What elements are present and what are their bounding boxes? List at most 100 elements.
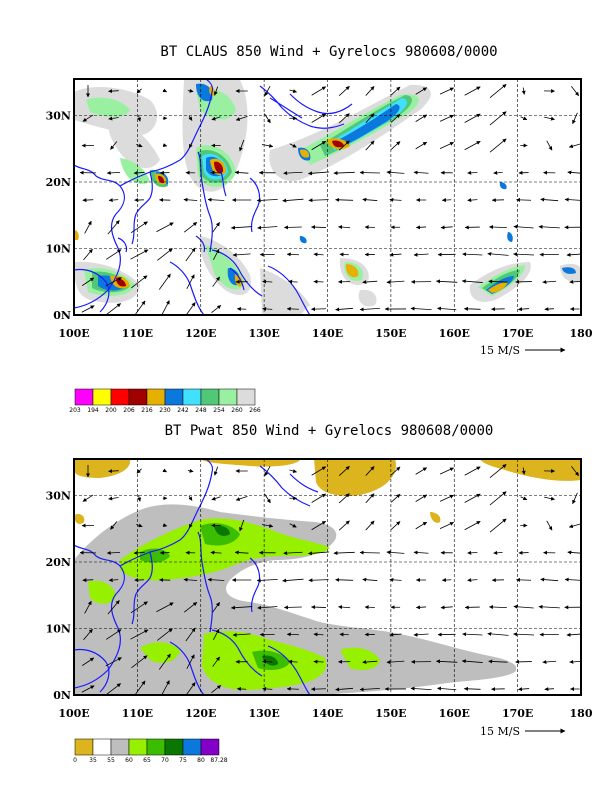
colorbar-label: 260 [231, 407, 243, 414]
wind-vector [516, 580, 531, 581]
wind-vector [465, 114, 481, 122]
wind-vector [338, 227, 350, 228]
wind-vector [465, 87, 481, 95]
wind-vector [360, 552, 380, 553]
wind-vector [339, 86, 349, 95]
wind-vector [189, 496, 192, 500]
wind-vector [440, 142, 454, 148]
wind-vector [215, 467, 218, 476]
wind-vector [82, 306, 94, 313]
wind-vector [440, 495, 454, 501]
wind-vector [468, 552, 478, 553]
wind-vector [289, 470, 296, 472]
wind-vector [366, 521, 374, 530]
wind-vector [287, 254, 299, 255]
x-tick-label: 130E [248, 327, 279, 340]
wind-vector [339, 521, 349, 530]
wind-vector [543, 281, 556, 282]
wind-vector [544, 117, 554, 119]
wind-vector [569, 144, 580, 147]
wind-vector [465, 521, 481, 529]
wind-vector [414, 552, 429, 553]
x-tick-label: 180 [570, 327, 593, 340]
wind-vector [334, 172, 355, 173]
wind-vector [465, 494, 481, 502]
wind-vector [489, 607, 507, 608]
bottom-panel-title: BT Pwat 850 Wind + Gyrelocs 980608/0000 [165, 423, 494, 439]
colorbar-label: 0 [73, 757, 77, 764]
wind-vector [465, 141, 481, 149]
colorbar-swatch [219, 389, 237, 405]
wind-vector [258, 226, 278, 228]
wind-vector [573, 493, 578, 504]
wind-vector [570, 661, 581, 662]
wind-vector [547, 141, 552, 150]
wind-vector [312, 494, 326, 503]
wind-vector [539, 607, 560, 608]
y-tick-label: 20N [46, 176, 71, 189]
colorbar-swatch [165, 739, 183, 755]
colorbar-swatch [93, 739, 111, 755]
wind-vector [363, 199, 378, 200]
wind-vector [83, 200, 93, 201]
wind-vector [235, 172, 248, 173]
wind-vector [237, 309, 246, 310]
wind-vector [338, 607, 350, 608]
wind-vector [390, 200, 402, 201]
colorbar-swatch [93, 389, 111, 405]
wind-vector [360, 172, 380, 173]
wind-vector [363, 579, 378, 580]
wind-vector [106, 250, 121, 260]
wind-vector [360, 308, 380, 309]
wind-vector [391, 521, 400, 529]
wind-vector [442, 580, 451, 581]
wind-vector [514, 606, 534, 608]
wind-vector [107, 304, 121, 315]
y-tick-label: 10N [46, 623, 71, 636]
wind-vector [541, 579, 558, 580]
wind-vector [311, 607, 326, 608]
colorbar-label: 203 [69, 407, 81, 414]
wind-vector [311, 227, 326, 228]
x-tick-label: 120E [185, 327, 216, 340]
wind-vector [188, 471, 193, 472]
wind-vector [309, 580, 329, 581]
wind-vector [257, 579, 278, 580]
x-tick-label: 120E [185, 707, 216, 720]
wind-vector [490, 519, 506, 532]
wind-vector [440, 468, 454, 474]
colorbar-swatch [111, 739, 129, 755]
x-tick-label: 170E [502, 707, 533, 720]
wind-vector [212, 497, 221, 500]
bottom-reference-vector: 15 M/S [480, 725, 565, 738]
wind-vector [569, 524, 580, 527]
wind-vector [518, 689, 529, 690]
colorbar-swatch [129, 389, 147, 405]
wind-vector [414, 172, 429, 173]
wind-vector [334, 552, 355, 553]
colorbar-swatch [75, 739, 93, 755]
colorbar-label: 230 [159, 407, 171, 414]
wind-vector [465, 467, 481, 475]
wind-vector [83, 249, 92, 260]
wind-vector [442, 200, 451, 201]
wind-vector [521, 497, 527, 500]
wind-vector [157, 249, 172, 261]
wind-vector [513, 634, 534, 635]
x-tick-label: 160E [439, 327, 470, 340]
wind-vector [437, 308, 456, 309]
wind-vector [387, 172, 404, 173]
wind-vector [416, 495, 427, 502]
wind-vector [159, 274, 170, 290]
wind-vector [468, 580, 478, 581]
wind-vector [411, 308, 432, 309]
wind-vector [309, 200, 329, 201]
wind-vector [208, 199, 224, 200]
colorbar-swatch [201, 739, 219, 755]
wind-vector [573, 113, 578, 124]
y-tick-label: 20N [46, 556, 71, 569]
colorbar-swatch [201, 389, 219, 405]
wind-vector [284, 607, 301, 608]
